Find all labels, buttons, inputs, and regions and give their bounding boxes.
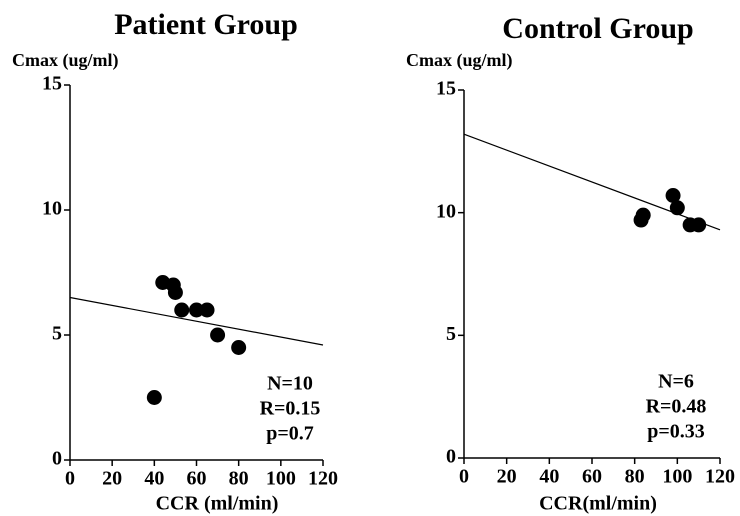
data-point <box>174 302 190 318</box>
annotation: p=0.33 <box>647 421 705 443</box>
x-tick-label: 20 <box>102 468 122 490</box>
y-tick-label: 15 <box>436 78 456 100</box>
chart-title: Patient Group <box>114 8 298 41</box>
chart-title: Control Group <box>502 12 693 45</box>
data-point <box>146 390 162 405</box>
annotation: R=0.48 <box>646 396 707 418</box>
y-tick-label: 0 <box>52 448 62 470</box>
data-point <box>665 187 681 203</box>
data-point <box>189 302 204 318</box>
data-point <box>199 302 215 318</box>
x-axis-label: CCR(ml/min) <box>539 493 657 515</box>
annotation: R=0.15 <box>260 398 321 420</box>
regression-line <box>69 296 324 346</box>
x-tick-label: 0 <box>65 468 75 490</box>
data-point <box>691 217 707 233</box>
annotation: N=10 <box>267 373 313 395</box>
x-tick-label: 0 <box>459 466 469 488</box>
x-tick-label: 20 <box>497 466 517 488</box>
data-point <box>635 207 651 223</box>
y-axis-label: Cmax (ug/ml) <box>12 50 119 71</box>
y-tick-label: 5 <box>52 323 62 345</box>
x-tick-label: 40 <box>539 466 559 488</box>
data-point <box>167 285 183 300</box>
x-tick-label: 60 <box>187 468 207 490</box>
data-point <box>231 340 247 355</box>
y-tick-label: 10 <box>436 200 456 222</box>
y-tick-label: 10 <box>42 198 62 220</box>
data-point <box>669 200 685 216</box>
x-tick-label: 40 <box>144 468 164 490</box>
regression-line <box>463 133 721 231</box>
x-tick-label: 120 <box>705 466 735 488</box>
y-axis-label: Cmax (ug/ml) <box>406 50 513 71</box>
annotation: N=6 <box>658 371 694 393</box>
x-tick-label: 80 <box>229 468 249 490</box>
x-tick-label: 100 <box>662 466 692 488</box>
y-tick-label: 15 <box>42 73 62 95</box>
x-tick-label: 60 <box>582 466 602 488</box>
x-tick-label: 80 <box>625 466 645 488</box>
data-point <box>210 327 226 343</box>
x-tick-label: 120 <box>308 468 338 490</box>
y-tick-label: 0 <box>446 446 456 468</box>
annotation: p=0.7 <box>266 423 314 445</box>
y-tick-label: 5 <box>446 323 456 345</box>
x-tick-label: 100 <box>266 468 296 490</box>
x-axis-label: CCR (ml/min) <box>156 493 279 515</box>
